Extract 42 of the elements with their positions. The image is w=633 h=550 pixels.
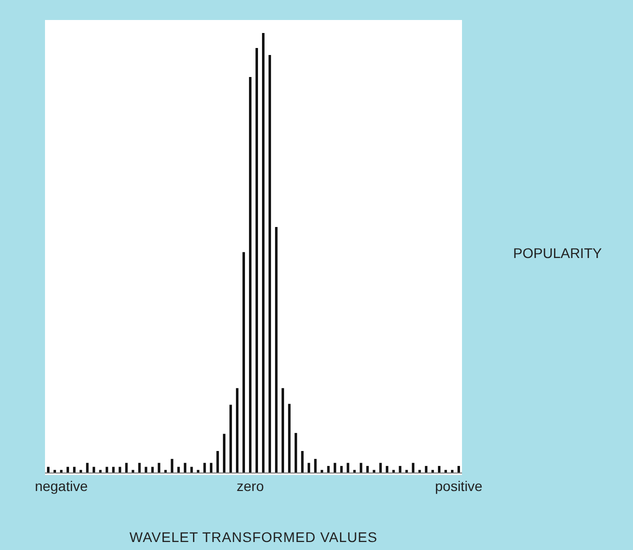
bar: [184, 462, 186, 473]
bar: [327, 466, 330, 473]
bar: [248, 77, 252, 473]
bar: [457, 466, 460, 473]
bar: [256, 48, 258, 473]
bar: [438, 466, 440, 473]
bar: [236, 388, 238, 473]
bar: [346, 462, 350, 473]
bar: [170, 458, 174, 473]
y-axis-title: POPULARITY: [513, 244, 602, 261]
bar: [210, 462, 212, 473]
bar: [412, 462, 414, 473]
bar: [288, 404, 291, 473]
x-tick-label: positive: [435, 478, 483, 494]
bar: [275, 227, 278, 473]
bar: [424, 466, 428, 473]
bar: [158, 462, 160, 473]
bar: [229, 404, 232, 473]
bar: [294, 432, 298, 473]
bar: [366, 466, 369, 473]
bar: [268, 55, 272, 473]
bar: [242, 252, 245, 473]
x-tick-label: zero: [236, 478, 264, 494]
bar: [308, 462, 310, 473]
bar: [398, 466, 402, 473]
bar: [262, 33, 265, 473]
bar: [282, 388, 284, 473]
bar: [379, 462, 382, 473]
bar: [138, 462, 141, 473]
bar: [125, 462, 128, 473]
bar: [334, 462, 336, 473]
x-axis-title: WAVELET TRANSFORMED VALUES: [130, 529, 378, 545]
bar: [314, 458, 317, 473]
bar: [301, 451, 304, 473]
bar: [386, 466, 388, 473]
x-tick-label: negative: [34, 478, 88, 494]
bar: [360, 462, 362, 473]
bar: [203, 462, 206, 473]
bar: [216, 451, 219, 473]
bar: [340, 466, 343, 473]
bar: [86, 462, 89, 473]
bar: [222, 434, 226, 473]
